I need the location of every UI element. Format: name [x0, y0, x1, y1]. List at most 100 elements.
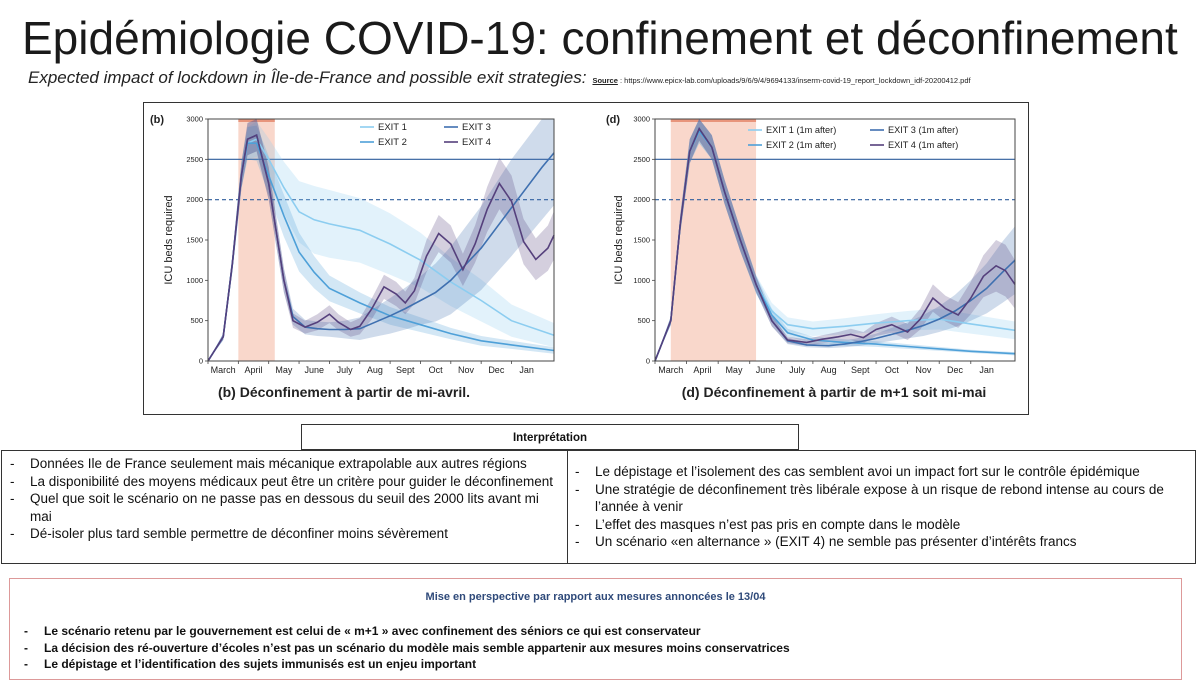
legend-label: EXIT 2 (1m after) — [766, 140, 836, 150]
x-tick-label: Jan — [979, 365, 994, 375]
x-tick-label: Nov — [458, 365, 475, 375]
y-tick-label: 2500 — [186, 155, 203, 164]
series-uncertainty-band — [655, 119, 1015, 361]
list-item: - Quel que soit le scénario on ne passe p… — [10, 490, 555, 525]
y-tick-label: 1000 — [633, 276, 650, 285]
chart-caption: (d) Déconfinement à partir de m+1 soit m… — [682, 384, 987, 400]
x-tick-label: March — [658, 365, 683, 375]
x-tick-label: March — [211, 365, 236, 375]
bullet-dash: - — [575, 464, 580, 479]
y-tick-label: 500 — [190, 316, 203, 325]
list-item: - Le dépistage et l’identification des su… — [24, 656, 1164, 673]
x-tick-label: June — [304, 365, 324, 375]
x-tick-label: May — [725, 365, 743, 375]
series-uncertainty-band — [655, 119, 1015, 361]
x-tick-label: Oct — [429, 365, 444, 375]
x-tick-label: Dec — [947, 365, 964, 375]
panel-label: (d) — [606, 114, 620, 126]
x-tick-label: July — [789, 365, 806, 375]
bullet-dash: - — [24, 640, 28, 655]
series-line — [207, 133, 555, 362]
bullet-dash: - — [575, 481, 580, 497]
lockdown-period-marker — [670, 119, 757, 122]
perspective-box: Mise en perspective par rapport aux mesu… — [9, 578, 1182, 680]
series-uncertainty-band — [208, 121, 554, 362]
bullet-text: Quel que soit le scénario on ne passe pa… — [30, 491, 539, 524]
list-item: - Le dépistage et l’isolement des cas sem… — [575, 463, 1187, 481]
bullet-dash: - — [575, 516, 580, 532]
x-tick-label: Aug — [821, 365, 837, 375]
interpretation-box: - Données Ile de France seulement mais mé… — [1, 450, 1196, 564]
series-line — [654, 127, 1016, 362]
y-tick-label: 0 — [199, 357, 203, 366]
legend-label: EXIT 3 (1m after) — [888, 125, 958, 135]
bullet-dash: - — [10, 491, 15, 506]
list-item: - Le scénario retenu par le gouvernement … — [24, 623, 1164, 640]
bullet-text: L’effet des masques n’est pas pris en co… — [595, 516, 961, 532]
perspective-list: - Le scénario retenu par le gouvernement … — [24, 623, 1164, 673]
x-tick-label: Jan — [519, 365, 534, 375]
y-tick-label: 3000 — [633, 115, 650, 124]
perspective-title: Mise en perspective par rapport aux mesu… — [425, 591, 766, 603]
list-item: - L’effet des masques n’est pas pris en c… — [575, 516, 1187, 534]
series-uncertainty-band — [655, 119, 1015, 361]
x-tick-label: May — [275, 365, 293, 375]
x-tick-label: Sept — [851, 365, 870, 375]
bullet-dash: - — [10, 526, 15, 541]
series-uncertainty-band — [655, 119, 1015, 361]
bullet-text: Dé-isoler plus tard semble permettre de … — [30, 526, 448, 541]
interpretation-left-column: - Données Ile de France seulement mais mé… — [10, 455, 555, 543]
list-item: - La disponibilité des moyens médicaux pe… — [10, 473, 555, 491]
source-url: : https://www.epicx-lab.com/uploads/9/6/… — [617, 76, 971, 85]
interpretation-right-column: - Le dépistage et l’isolement des cas sem… — [575, 463, 1187, 551]
x-tick-label: April — [693, 365, 711, 375]
chart-caption: (b) Déconfinement à partir de mi-avril. — [218, 384, 470, 400]
interpretation-header: Interprétation — [301, 424, 799, 450]
y-tick-label: 2000 — [633, 195, 650, 204]
y-tick-label: 1000 — [186, 276, 203, 285]
bullet-text: Le scénario retenu par le gouvernement e… — [44, 624, 701, 638]
bullet-dash: - — [24, 657, 28, 671]
list-item: - Dé-isoler plus tard semble permettre de… — [10, 525, 555, 543]
bullet-text: Un scénario «en alternance » (EXIT 4) ne… — [595, 534, 1077, 549]
bullet-text: Une stratégie de déconfinement très libé… — [595, 481, 1164, 515]
y-tick-label: 3000 — [186, 115, 203, 124]
list-item: - Données Ile de France seulement mais mé… — [10, 455, 555, 473]
subtitle: Expected impact of lockdown in Île-de-Fr… — [28, 68, 971, 88]
y-axis-label: ICU beds required — [613, 195, 625, 284]
column-divider — [567, 451, 568, 563]
list-item: - La décision des ré-ouverture d’écoles n… — [24, 640, 1164, 657]
legend-label: EXIT 2 — [378, 137, 407, 148]
x-tick-label: Sept — [396, 365, 415, 375]
bullet-text: Données Ile de France seulement mais méc… — [30, 456, 527, 471]
y-tick-label: 500 — [637, 316, 650, 325]
y-tick-label: 1500 — [186, 236, 203, 245]
bullet-text: Le dépistage et l’identification des suj… — [44, 657, 477, 671]
y-tick-label: 0 — [646, 357, 650, 366]
bullet-dash: - — [24, 624, 28, 638]
legend-label: EXIT 1 (1m after) — [766, 125, 836, 135]
legend-label: EXIT 3 — [462, 122, 491, 133]
y-axis-label: ICU beds required — [163, 195, 175, 284]
lockdown-period-marker — [238, 119, 275, 122]
page-title: Epidémiologie COVID-19: confinement et d… — [22, 12, 1178, 64]
subtitle-text: Expected impact of lockdown in Île-de-Fr… — [28, 68, 587, 87]
x-tick-label: April — [245, 365, 263, 375]
figure-frame: 0 500 1000 1500 2000 2500 3000 March April May Jun… — [143, 102, 1029, 415]
x-tick-label: June — [756, 365, 776, 375]
source-label: Source — [592, 76, 618, 85]
y-tick-label: 1500 — [633, 236, 650, 245]
bullet-text: La disponibilité des moyens médicaux peu… — [30, 473, 554, 489]
y-tick-label: 2500 — [633, 155, 650, 164]
bullet-text: La décision des ré-ouverture d’écoles n’… — [44, 640, 790, 655]
x-tick-label: Aug — [367, 365, 383, 375]
x-tick-label: Nov — [915, 365, 932, 375]
series-uncertainty-band — [208, 125, 554, 361]
legend-label: EXIT 4 — [462, 137, 491, 148]
bullet-dash: - — [10, 473, 15, 489]
bullet-dash: - — [575, 534, 580, 549]
list-item: - Un scénario «en alternance » (EXIT 4) n… — [575, 533, 1187, 551]
x-tick-label: Oct — [885, 365, 900, 375]
bullet-text: Le dépistage et l’isolement des cas semb… — [595, 464, 1140, 479]
series-uncertainty-band — [208, 119, 554, 361]
